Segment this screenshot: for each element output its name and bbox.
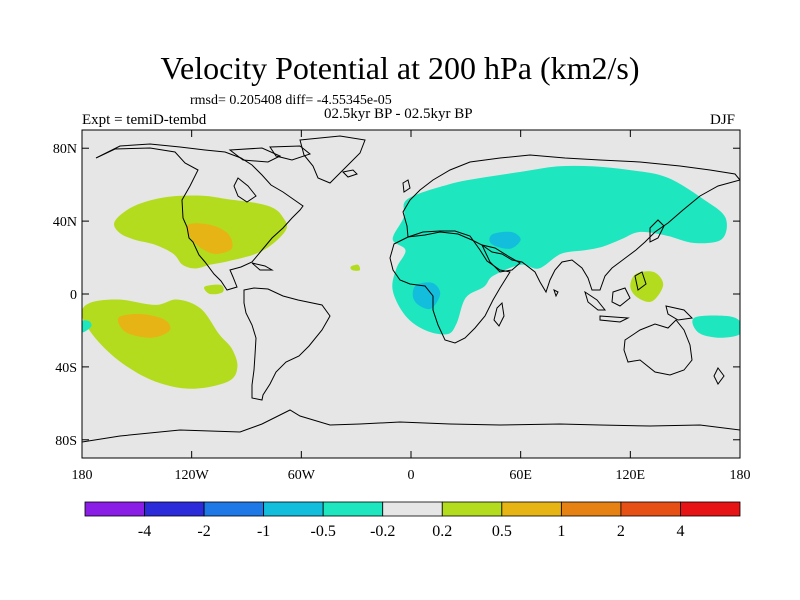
colorbar-box — [620, 501, 681, 517]
colorbar-label: -0.5 — [311, 523, 336, 540]
colorbar-label: -4 — [138, 523, 151, 540]
region-eurasia-africa-negative — [392, 165, 727, 335]
region-middle-east-negative-core — [489, 231, 521, 249]
colorbar-box — [84, 501, 145, 517]
x-tick-label: 120E — [616, 468, 646, 483]
y-tick-label: 40S — [55, 361, 77, 376]
y-tick-label: 40N — [53, 215, 77, 230]
colorbar-box — [322, 501, 384, 517]
field-regions — [82, 165, 740, 389]
x-tick-label: 60E — [509, 468, 532, 483]
colorbar-box — [680, 501, 741, 517]
colorbar-box — [263, 501, 324, 517]
y-tick-label: 80S — [55, 434, 77, 449]
colorbar-label: -0.2 — [370, 523, 395, 540]
colorbar-label: 4 — [676, 523, 684, 540]
colorbar-label: -1 — [257, 523, 270, 540]
x-tick-label: 180 — [72, 468, 93, 483]
chart-title: Velocity Potential at 200 hPa (km2/s) — [160, 50, 640, 86]
y-tick-label: 80N — [53, 142, 77, 157]
colorbar-box — [501, 501, 562, 517]
coastlines — [82, 135, 740, 443]
x-tick-label: 120W — [175, 468, 210, 483]
axes: 180 120W 60W 0 60E 120E 180 80N 40N 0 40S 80S — [53, 130, 751, 483]
region-mexico-positive-core — [186, 223, 233, 254]
region-south-pacific-positive-core — [117, 313, 171, 338]
experiment-label: Expt = temiD-tembd — [82, 112, 207, 128]
colorbar-label: 0.5 — [492, 523, 512, 540]
colorbar-label: 0.2 — [432, 523, 452, 540]
x-tick-label: 60W — [288, 468, 316, 483]
region-central-america-positive-blob — [204, 284, 224, 295]
x-tick-label: 180 — [730, 468, 751, 483]
region-maritime-continent-positive — [630, 271, 664, 302]
colorbar-box — [382, 501, 443, 517]
x-tick-label: 0 — [408, 468, 415, 483]
colorbar-label: -2 — [197, 523, 210, 540]
chart-subtitle: 02.5kyr BP - 02.5kyr BP — [324, 106, 473, 122]
region-dateline-west-negative — [82, 320, 92, 333]
colorbar-box — [560, 501, 622, 517]
colorbar-label: 1 — [557, 523, 565, 540]
region-australia-pacific-negative — [692, 315, 740, 338]
season-label: DJF — [710, 112, 736, 128]
colorbar-box — [203, 501, 265, 517]
colorbar-box — [144, 501, 205, 517]
colorbar-label: 2 — [617, 523, 625, 540]
y-tick-label: 0 — [70, 288, 77, 303]
stats-label: rmsd= 0.205408 diff= -4.55345e-05 — [190, 93, 392, 108]
colorbar-box — [441, 501, 503, 517]
colorbar: -4 -2 -1 -0.5 -0.2 0.2 0.5 1 2 4 — [84, 501, 741, 540]
region-atlantic-positive-blob — [350, 264, 361, 271]
